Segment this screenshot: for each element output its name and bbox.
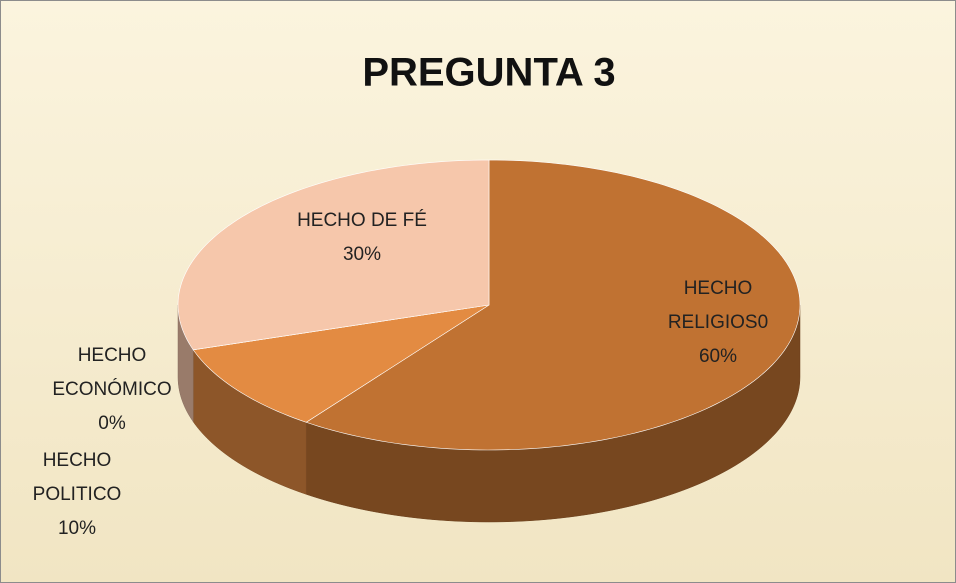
- value-label: 10%: [57, 518, 97, 539]
- slice: [305, 159, 801, 451]
- data-label: HECHO DE FÉ 30%: [277, 204, 447, 272]
- data-label: HECHO RELIGIOS0 60%: [663, 272, 773, 374]
- value-label: 30%: [342, 244, 382, 265]
- slice: [177, 159, 490, 351]
- category-label: HECHO DE FÉ: [297, 210, 427, 231]
- chart-title: PREGUNTA 3: [362, 51, 615, 95]
- category-label: HECHO ECONÓMICO: [52, 345, 172, 400]
- value-label: 60%: [698, 346, 738, 367]
- data-label: HECHO ECONÓMICO 0%: [52, 339, 172, 441]
- category-label: HECHO RELIGIOS0: [667, 278, 769, 333]
- value-label: 0%: [98, 413, 126, 434]
- data-label: HECHO POLITICO 10%: [27, 444, 127, 546]
- slice: [192, 304, 490, 423]
- category-label: HECHO POLITICO: [32, 450, 122, 505]
